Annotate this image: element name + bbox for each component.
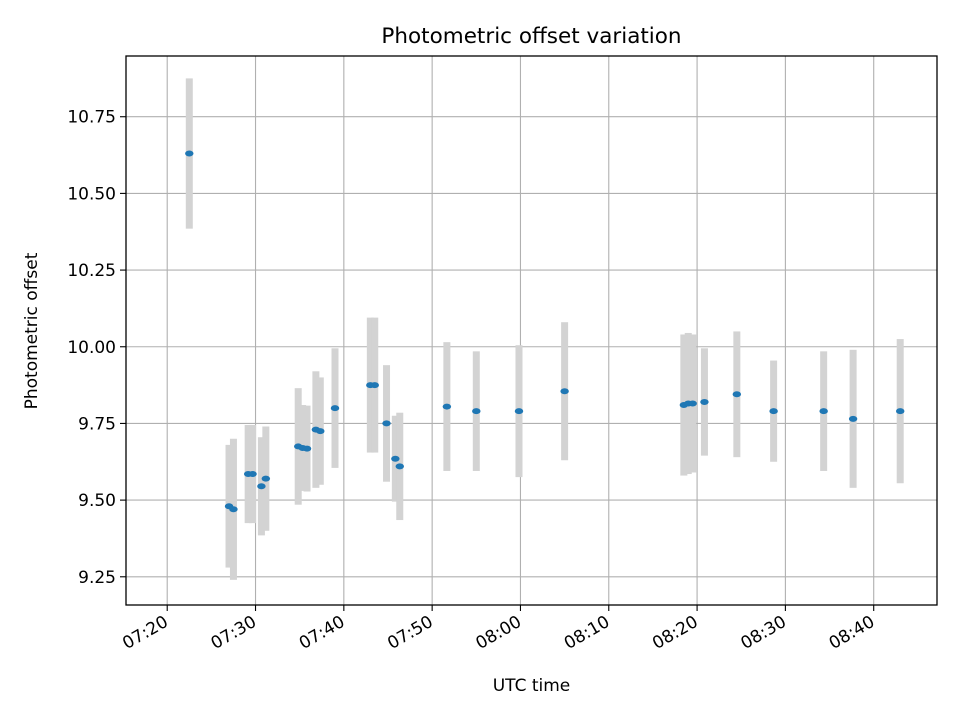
data-point (302, 445, 312, 452)
x-axis-ticks: 07:20 07:30 07:40 07:50 08:00 08:10 08:20 08:30… (119, 605, 878, 654)
data-point (514, 408, 524, 415)
data-point (848, 415, 858, 422)
data-point (316, 428, 325, 435)
data-point (330, 405, 340, 412)
x-tick-label: 08:10 (561, 612, 613, 654)
y-tick-label: 10.50 (67, 184, 116, 204)
data-point (688, 400, 697, 407)
x-tick-label: 07:50 (384, 612, 436, 654)
chart-title: Photometric offset variation (381, 24, 681, 49)
data-point (896, 408, 905, 415)
x-tick-label: 08:00 (473, 612, 525, 654)
y-tick-label: 9.75 (78, 414, 116, 434)
data-point (700, 398, 709, 405)
y-axis-label: Photometric offset (22, 252, 42, 409)
x-tick-label: 08:40 (826, 612, 878, 654)
y-tick-label: 9.25 (78, 568, 116, 588)
data-point (370, 382, 379, 389)
y-tick-label: 10.00 (67, 338, 116, 358)
data-point (248, 471, 257, 478)
data-point (819, 408, 828, 415)
y-tick-label: 10.75 (67, 108, 116, 128)
data-point (185, 150, 194, 157)
data-point (769, 408, 778, 415)
data-point (560, 388, 569, 395)
data-point (382, 420, 391, 427)
data-point (732, 391, 742, 398)
x-axis-label: UTC time (493, 676, 571, 696)
x-tick-label: 07:20 (119, 612, 171, 654)
y-axis-ticks: 9.25 9.50 9.75 10.00 10.25 10.50 10.75 (67, 108, 126, 588)
y-tick-label: 9.50 (78, 491, 116, 511)
x-tick-label: 07:30 (208, 612, 260, 654)
data-point (229, 506, 238, 513)
data-point (395, 463, 404, 470)
data-point (261, 475, 271, 482)
data-point (472, 408, 481, 415)
data-point (442, 403, 452, 410)
data-point (391, 455, 400, 462)
error-bars (185, 78, 904, 580)
plot-frame (125, 55, 938, 606)
data-points (185, 150, 905, 513)
y-tick-label: 10.25 (67, 261, 116, 281)
data-point (257, 483, 266, 490)
x-tick-label: 08:20 (649, 612, 701, 654)
x-tick-label: 08:30 (737, 612, 789, 654)
x-tick-label: 07:40 (296, 612, 348, 654)
